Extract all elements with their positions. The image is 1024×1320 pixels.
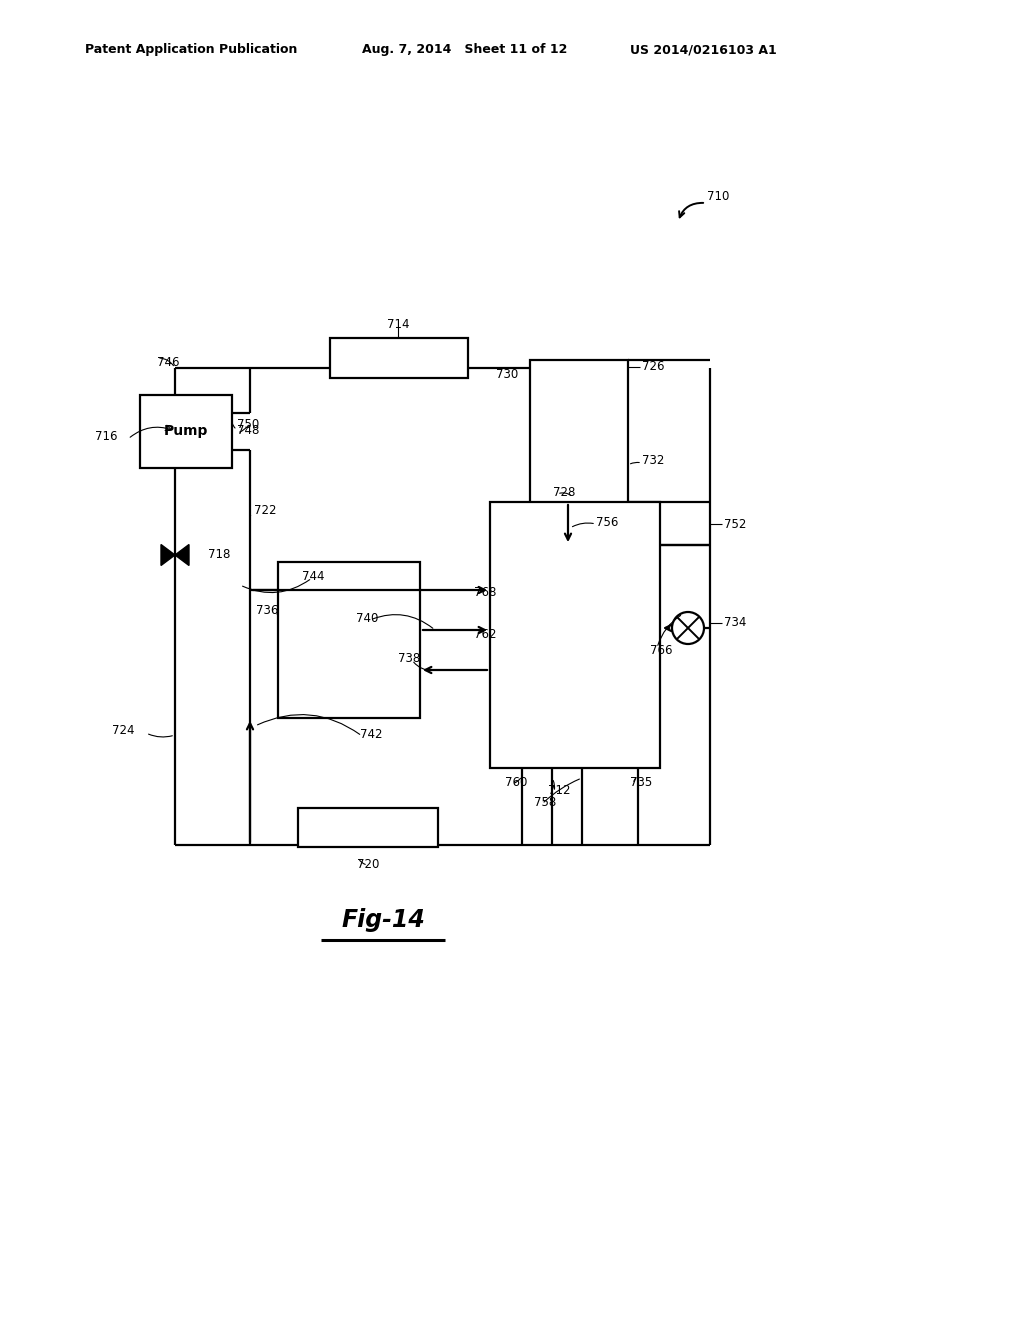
Text: 732: 732	[642, 454, 665, 466]
Text: 742: 742	[360, 727, 383, 741]
Bar	[530, 360, 628, 545]
Text: 736: 736	[256, 603, 279, 616]
Text: 724: 724	[112, 723, 134, 737]
Text: 730: 730	[496, 367, 518, 380]
Text: 738: 738	[398, 652, 420, 664]
Text: 722: 722	[254, 503, 276, 516]
Text: 758: 758	[534, 796, 556, 808]
Text: 762: 762	[474, 628, 497, 642]
Text: 760: 760	[505, 776, 527, 788]
Bar	[490, 502, 660, 768]
Text: 720: 720	[356, 858, 379, 870]
Text: 750: 750	[237, 418, 259, 432]
Text: 710: 710	[707, 190, 729, 202]
Bar	[330, 338, 468, 378]
Text: 768: 768	[474, 586, 497, 598]
Text: 714: 714	[387, 318, 410, 331]
Text: 766: 766	[650, 644, 673, 656]
Text: 756: 756	[596, 516, 618, 528]
Text: Pump: Pump	[164, 424, 208, 438]
Text: 734: 734	[724, 616, 746, 630]
Text: 735: 735	[630, 776, 652, 788]
Bar	[278, 562, 420, 718]
Bar	[298, 808, 438, 847]
Text: 726: 726	[642, 360, 665, 374]
Polygon shape	[161, 544, 175, 565]
Text: US 2014/0216103 A1: US 2014/0216103 A1	[630, 44, 777, 57]
Text: 752: 752	[724, 517, 746, 531]
Text: 728: 728	[553, 486, 575, 499]
Text: Aug. 7, 2014   Sheet 11 of 12: Aug. 7, 2014 Sheet 11 of 12	[362, 44, 567, 57]
Text: Patent Application Publication: Patent Application Publication	[85, 44, 297, 57]
Text: 748: 748	[237, 425, 259, 437]
Text: 716: 716	[95, 429, 118, 442]
Text: 746: 746	[157, 355, 179, 368]
Text: Fig-14: Fig-14	[341, 908, 425, 932]
Text: 718: 718	[208, 549, 230, 561]
Text: 712: 712	[548, 784, 570, 796]
Polygon shape	[175, 544, 189, 565]
Text: 744: 744	[302, 569, 325, 582]
Bar	[140, 395, 232, 469]
Text: 740: 740	[356, 611, 379, 624]
